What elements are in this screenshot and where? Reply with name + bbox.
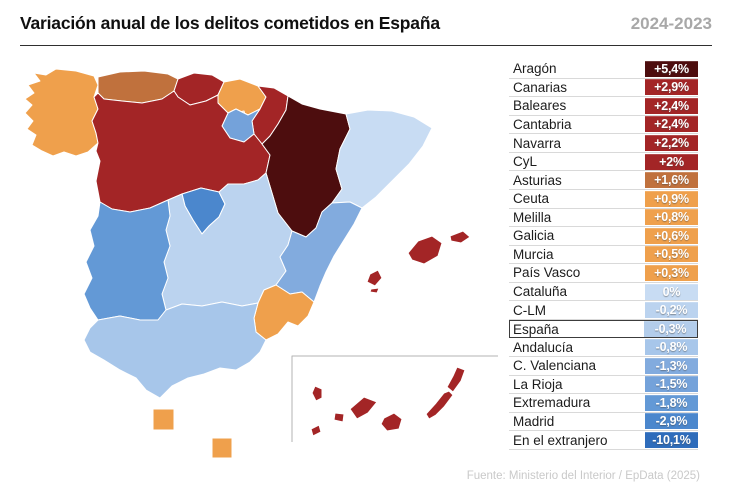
region-name: Navarra bbox=[513, 135, 562, 151]
region-name: La Rioja bbox=[513, 376, 563, 392]
canary-inset-border bbox=[291, 355, 498, 442]
source-text: Fuente: Ministerio del Interior / EpData… bbox=[466, 470, 700, 482]
map-region-baleares-formentera bbox=[369, 287, 380, 294]
period-label: 2024-2023 bbox=[630, 14, 712, 33]
map-region-canarias-tenerife bbox=[349, 396, 378, 420]
list-row: Cataluña 0% bbox=[509, 283, 698, 302]
region-value-badge: -0,2% bbox=[645, 302, 698, 319]
list-row: En el extranjero -10,1% bbox=[509, 431, 698, 450]
region-name: Cataluña bbox=[513, 284, 568, 300]
region-value-badge: 0% bbox=[645, 283, 698, 300]
list-row: Cantabria +2,4% bbox=[509, 116, 698, 135]
region-list: Aragón +5,4% Canarias +2,9% Baleares +2,4% Can… bbox=[509, 60, 698, 450]
region-name: País Vasco bbox=[513, 265, 581, 281]
region-value-badge: +0,3% bbox=[645, 264, 698, 281]
map-region-baleares-menorca bbox=[449, 230, 471, 244]
map-region-cataluna bbox=[331, 109, 433, 209]
list-row: Extremadura -1,8% bbox=[509, 394, 698, 413]
list-row-highlight: España -0,3% bbox=[509, 319, 698, 339]
region-value-badge: +2,9% bbox=[645, 79, 698, 96]
region-value-badge: +2% bbox=[645, 153, 698, 170]
list-row: C-LM -0,2% bbox=[509, 301, 698, 320]
map-region-galicia bbox=[24, 68, 99, 157]
list-row: Murcia +0,5% bbox=[509, 246, 698, 265]
region-name: Melilla bbox=[513, 209, 552, 225]
list-row: Andalucía -0,8% bbox=[509, 338, 698, 357]
region-value-badge: -10,1% bbox=[645, 432, 698, 449]
region-name: España bbox=[513, 321, 559, 337]
region-name: Aragón bbox=[513, 61, 557, 77]
region-name: Asturias bbox=[513, 172, 562, 188]
map-region-canarias-lanzarote bbox=[446, 366, 466, 393]
title-rule bbox=[20, 45, 712, 46]
list-row: CyL +2% bbox=[509, 153, 698, 172]
region-value-badge: +2,4% bbox=[645, 116, 698, 133]
list-row: C. Valenciana -1,3% bbox=[509, 357, 698, 376]
map-region-baleares-ibiza bbox=[366, 269, 383, 287]
region-name: Canarias bbox=[513, 79, 568, 95]
region-name: C-LM bbox=[513, 302, 546, 318]
region-value-badge: -1,8% bbox=[645, 394, 698, 411]
map-region-baleares-mallorca bbox=[407, 235, 443, 265]
list-row: Melilla +0,8% bbox=[509, 209, 698, 228]
region-name: En el extranjero bbox=[513, 432, 608, 448]
region-value-badge: -2,9% bbox=[645, 413, 698, 430]
map-region-canarias-grancanaria bbox=[380, 412, 403, 432]
region-value-badge: -0,8% bbox=[645, 339, 698, 356]
region-value-badge: -1,5% bbox=[645, 376, 698, 393]
header: Variación anual de los delitos cometidos… bbox=[20, 13, 712, 34]
list-row: Ceuta +0,9% bbox=[509, 190, 698, 209]
region-name: Cantabria bbox=[513, 116, 572, 132]
list-row: Asturias +1,6% bbox=[509, 171, 698, 190]
region-name: Madrid bbox=[513, 413, 555, 429]
map-region-andalucia bbox=[83, 301, 267, 399]
list-row: Galicia +0,6% bbox=[509, 227, 698, 246]
region-value-badge: +0,8% bbox=[645, 209, 698, 226]
region-value-badge: +0,6% bbox=[645, 227, 698, 244]
region-value-badge: +5,4% bbox=[645, 60, 698, 77]
region-value-badge: +2,4% bbox=[645, 97, 698, 114]
list-row: Baleares +2,4% bbox=[509, 97, 698, 116]
region-name: Extremadura bbox=[513, 395, 591, 411]
region-value-badge: +1,6% bbox=[645, 172, 698, 189]
list-row: País Vasco +0,3% bbox=[509, 264, 698, 283]
region-value-badge: +0,9% bbox=[645, 190, 698, 207]
region-name: Ceuta bbox=[513, 191, 550, 207]
map-region-canarias-elhierro bbox=[310, 424, 322, 437]
map-region-ceuta bbox=[152, 408, 175, 431]
spain-map bbox=[24, 68, 498, 459]
region-name: Murcia bbox=[513, 246, 554, 262]
region-name: CyL bbox=[513, 154, 538, 170]
region-name: C. Valenciana bbox=[513, 358, 597, 374]
map-region-melilla bbox=[211, 437, 233, 459]
region-name: Baleares bbox=[513, 98, 567, 114]
list-row: La Rioja -1,5% bbox=[509, 376, 698, 395]
page-title: Variación anual de los delitos cometidos… bbox=[20, 13, 440, 33]
region-name: Galicia bbox=[513, 228, 555, 244]
region-value-badge: +0,5% bbox=[645, 246, 698, 263]
list-row: Canarias +2,9% bbox=[509, 79, 698, 98]
map-region-canarias-lapalma bbox=[311, 385, 323, 402]
region-name: Andalucía bbox=[513, 339, 574, 355]
map-region-canarias-fuerteventura bbox=[425, 390, 454, 420]
map-region-extremadura bbox=[83, 199, 171, 321]
region-value-badge: -1,3% bbox=[645, 357, 698, 374]
region-value-badge: +2,2% bbox=[645, 135, 698, 152]
region-value-badge: -0,3% bbox=[644, 321, 697, 338]
list-row: Navarra +2,2% bbox=[509, 134, 698, 153]
map-region-canarias-lagomera bbox=[333, 412, 345, 423]
list-row: Aragón +5,4% bbox=[509, 60, 698, 79]
list-row: Madrid -2,9% bbox=[509, 413, 698, 432]
